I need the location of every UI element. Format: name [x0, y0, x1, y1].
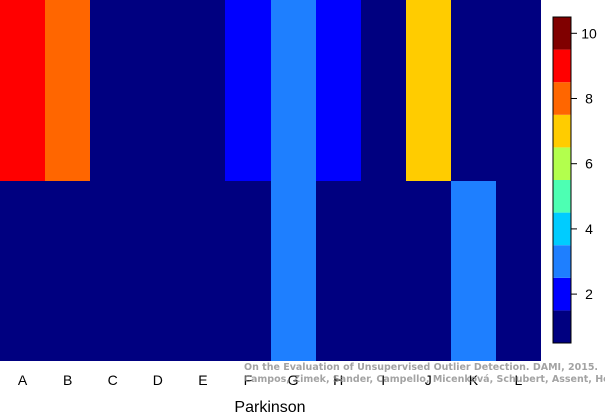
heatmap-cell-bottom-L: [496, 181, 541, 361]
heatmap-cell-bottom-A: [0, 181, 45, 361]
heatmap-cell-top-K: [451, 0, 496, 181]
colorbar-segment-2: [553, 277, 571, 311]
x-tick-label-F: F: [244, 372, 253, 388]
heatmap-cell-top-H: [316, 0, 361, 181]
watermark: On the Evaluation of Unsupervised Outlie…: [244, 362, 605, 385]
x-tick-label-L: L: [515, 372, 523, 388]
heatmap-cell-bottom-C: [90, 181, 135, 361]
heatmap-cell-bottom-B: [45, 181, 90, 361]
colorbar-segment-4: [553, 212, 571, 246]
heatmap-cell-bottom-E: [180, 181, 225, 361]
colorbar-segment-9: [553, 49, 571, 83]
heatmap-cell-top-I: [361, 0, 406, 181]
x-tick-label-G: G: [288, 372, 299, 388]
heatmap-cell-top-D: [135, 0, 180, 181]
heatmap-cell-top-F: [225, 0, 271, 181]
colorbar-segment-3: [553, 245, 571, 278]
colorbar-tick-label-4: 4: [585, 221, 593, 237]
heatmap-cells: [0, 0, 541, 361]
colorbar-segment-8: [553, 82, 571, 115]
heatmap-cell-bottom-G: [271, 181, 316, 361]
heatmap-cell-bottom-I: [361, 181, 406, 361]
colorbar-segment-1: [553, 310, 571, 343]
heatmap-cell-top-A: [0, 0, 45, 181]
heatmap-cell-bottom-D: [135, 181, 180, 361]
heatmap-cell-top-E: [180, 0, 225, 181]
heatmap-cell-bottom-K: [451, 181, 496, 361]
colorbar-tick-label-2: 2: [585, 286, 593, 302]
x-tick-label-I: I: [381, 372, 385, 388]
heatmap-cell-top-B: [45, 0, 90, 181]
x-tick-label-A: A: [18, 372, 28, 388]
heatmap-cell-bottom-J: [406, 181, 451, 361]
watermark-line-2: Campos, Zimek, Sander, Campello, Micenko…: [244, 374, 605, 385]
colorbar-tick-label-8: 8: [585, 91, 593, 107]
x-tick-label-K: K: [469, 372, 479, 388]
x-tick-label-H: H: [333, 372, 343, 388]
heatmap-cell-bottom-F: [225, 181, 271, 361]
x-tick-label-C: C: [108, 372, 118, 388]
colorbar-segment-10: [553, 17, 571, 50]
heatmap-cell-top-G: [271, 0, 316, 181]
x-tick-label-D: D: [153, 372, 163, 388]
colorbar-segment-7: [553, 114, 571, 148]
x-axis-label: Parkinson: [234, 399, 305, 413]
heatmap-cell-top-C: [90, 0, 135, 181]
x-tick-label-B: B: [63, 372, 72, 388]
heatmap-cell-top-L: [496, 0, 541, 181]
colorbar-tick-label-10: 10: [581, 25, 597, 41]
colorbar: 2 4 6 8 10: [552, 16, 597, 344]
colorbar-segment-6: [553, 147, 571, 180]
x-tick-label-E: E: [198, 372, 207, 388]
colorbar-segment-5: [553, 180, 571, 213]
heatmap-cell-bottom-H: [316, 181, 361, 361]
x-tick-labels: A B C D E F G H I J K L: [18, 372, 523, 388]
colorbar-tick-label-6: 6: [585, 156, 593, 172]
x-tick-label-J: J: [425, 372, 432, 388]
colorbar-frame: [552, 16, 572, 344]
watermark-line-1: On the Evaluation of Unsupervised Outlie…: [244, 362, 598, 373]
heatmap-cell-top-J: [406, 0, 451, 181]
